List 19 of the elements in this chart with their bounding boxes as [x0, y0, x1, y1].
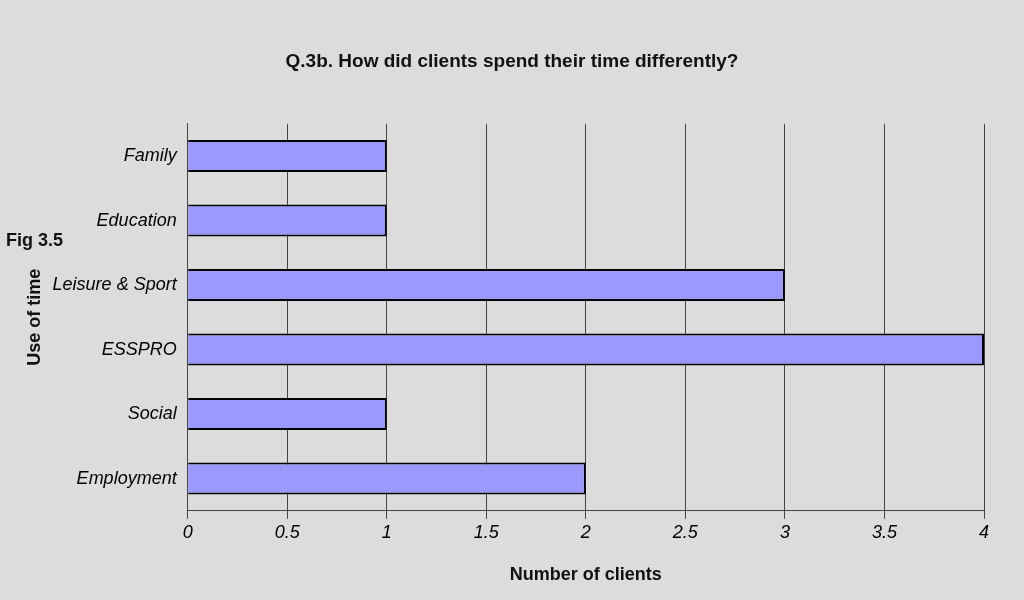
x-tick-label: 3	[779, 521, 790, 542]
caption: Fig 3.5	[6, 230, 64, 251]
x-tick-label: 0	[182, 521, 193, 542]
x-tick-label: 2.5	[671, 521, 699, 542]
x-tick-label: 0.5	[274, 521, 301, 542]
x-tick-label: 4	[978, 521, 990, 542]
y-tick-label: Social	[127, 403, 178, 424]
x-tick-label: 1.5	[473, 521, 500, 542]
x-tick-label: 3.5	[871, 521, 898, 542]
y-tick-label: Employment	[76, 467, 178, 488]
y-tick-label: ESSPRO	[101, 338, 177, 359]
y-axis-title: Use of time	[23, 268, 44, 366]
x-tick-label: 2	[579, 521, 591, 542]
x-axis-title: Number of clients	[509, 564, 662, 585]
chart-title: Q.3b. How did clients spend their time differently?	[284, 50, 740, 72]
y-tick-label: Family	[123, 145, 178, 166]
y-tick-label: Education	[96, 209, 177, 230]
x-tick-label: 1	[381, 521, 392, 542]
y-tick-label: Leisure & Sport	[52, 274, 178, 295]
